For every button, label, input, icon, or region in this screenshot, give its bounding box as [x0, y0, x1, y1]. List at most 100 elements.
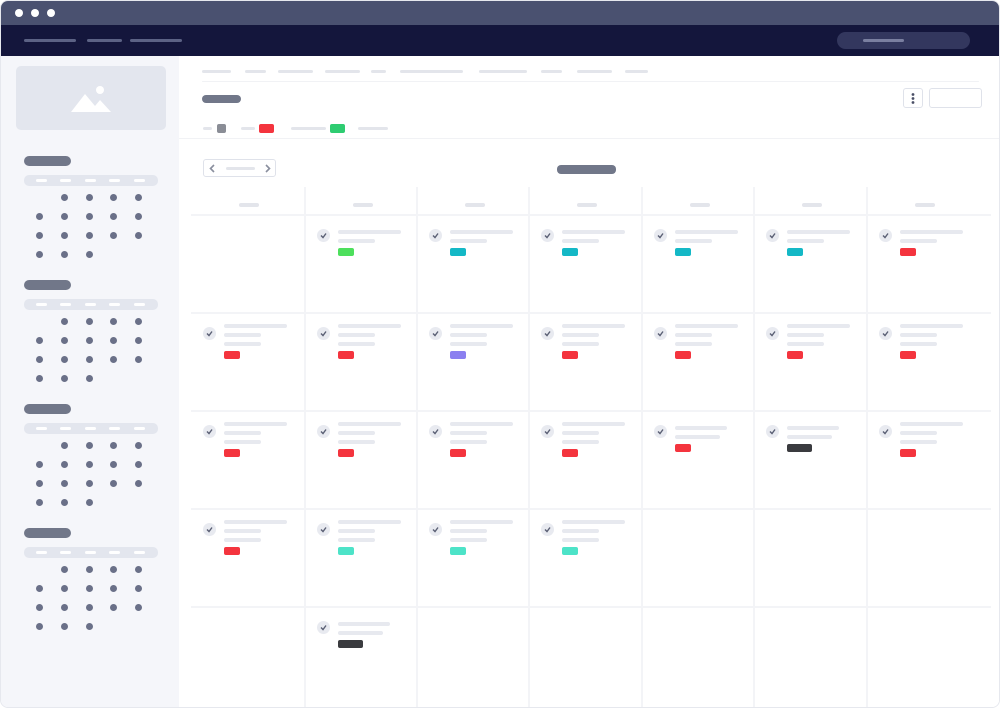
event-tag[interactable]	[562, 248, 578, 256]
mini-day[interactable]	[110, 461, 117, 468]
event-tag[interactable]	[338, 351, 354, 359]
check-icon[interactable]	[203, 425, 216, 438]
check-icon[interactable]	[766, 229, 779, 242]
breadcrumb-item[interactable]	[625, 70, 648, 73]
check-icon[interactable]	[317, 229, 330, 242]
mini-day[interactable]	[86, 213, 93, 220]
mini-day[interactable]	[135, 318, 142, 325]
check-icon[interactable]	[654, 327, 667, 340]
mini-day[interactable]	[86, 251, 93, 258]
check-icon[interactable]	[429, 327, 442, 340]
mini-day[interactable]	[36, 337, 43, 344]
event-tag[interactable]	[900, 351, 916, 359]
mini-day[interactable]	[86, 499, 93, 506]
check-icon[interactable]	[317, 621, 330, 634]
mini-day[interactable]	[61, 213, 68, 220]
check-icon[interactable]	[541, 229, 554, 242]
mini-day[interactable]	[110, 442, 117, 449]
event-tag[interactable]	[450, 449, 466, 457]
minimize-window-dot[interactable]	[31, 9, 39, 17]
mini-day[interactable]	[135, 461, 142, 468]
mini-day[interactable]	[110, 480, 117, 487]
nav-link-2[interactable]	[87, 39, 122, 42]
mini-day[interactable]	[135, 194, 142, 201]
event-tag[interactable]	[338, 248, 354, 256]
breadcrumb-item[interactable]	[202, 70, 231, 73]
event-tag[interactable]	[338, 640, 363, 648]
breadcrumb-item[interactable]	[541, 70, 562, 73]
mini-day[interactable]	[86, 337, 93, 344]
mini-day[interactable]	[135, 213, 142, 220]
event-tag[interactable]	[562, 351, 578, 359]
more-options-button[interactable]	[903, 88, 923, 108]
mini-day[interactable]	[36, 251, 43, 258]
event-tag[interactable]	[450, 547, 466, 555]
breadcrumb-item[interactable]	[278, 70, 313, 73]
check-icon[interactable]	[654, 425, 667, 438]
mini-day[interactable]	[61, 375, 68, 382]
breadcrumb-item[interactable]	[400, 70, 463, 73]
mini-day[interactable]	[61, 318, 68, 325]
mini-day[interactable]	[61, 480, 68, 487]
mini-day[interactable]	[110, 337, 117, 344]
check-icon[interactable]	[317, 523, 330, 536]
breadcrumb-item[interactable]	[577, 70, 612, 73]
mini-day[interactable]	[86, 194, 93, 201]
check-icon[interactable]	[541, 523, 554, 536]
event-tag[interactable]	[787, 351, 803, 359]
chevron-right-icon[interactable]	[265, 164, 271, 173]
nav-link-1[interactable]	[24, 39, 76, 42]
event-tag[interactable]	[900, 449, 916, 457]
event-tag[interactable]	[675, 444, 691, 452]
event-tag[interactable]	[224, 547, 240, 555]
mini-day[interactable]	[86, 375, 93, 382]
event-tag[interactable]	[787, 444, 812, 452]
mini-day[interactable]	[61, 337, 68, 344]
mini-day[interactable]	[36, 480, 43, 487]
mini-day[interactable]	[86, 356, 93, 363]
mini-day[interactable]	[36, 375, 43, 382]
mini-day[interactable]	[36, 356, 43, 363]
check-icon[interactable]	[203, 327, 216, 340]
mini-day[interactable]	[61, 585, 68, 592]
mini-day[interactable]	[36, 585, 43, 592]
search-input[interactable]	[837, 32, 970, 49]
mini-day[interactable]	[61, 604, 68, 611]
mini-day[interactable]	[61, 251, 68, 258]
mini-day[interactable]	[110, 585, 117, 592]
event-tag[interactable]	[450, 351, 466, 359]
check-icon[interactable]	[879, 425, 892, 438]
mini-day[interactable]	[61, 194, 68, 201]
breadcrumb-item[interactable]	[245, 70, 266, 73]
mini-day[interactable]	[61, 232, 68, 239]
check-icon[interactable]	[203, 523, 216, 536]
breadcrumb-item[interactable]	[479, 70, 527, 73]
mini-day[interactable]	[110, 318, 117, 325]
mini-day[interactable]	[61, 623, 68, 630]
mini-day[interactable]	[135, 232, 142, 239]
mini-day[interactable]	[36, 232, 43, 239]
mini-day[interactable]	[86, 480, 93, 487]
mini-day[interactable]	[86, 623, 93, 630]
mini-day[interactable]	[36, 623, 43, 630]
mini-day[interactable]	[36, 461, 43, 468]
mini-day[interactable]	[135, 356, 142, 363]
event-tag[interactable]	[224, 351, 240, 359]
date-navigator[interactable]	[203, 159, 276, 177]
event-tag[interactable]	[787, 248, 803, 256]
mini-day[interactable]	[86, 442, 93, 449]
event-tag[interactable]	[675, 248, 691, 256]
event-tag[interactable]	[224, 449, 240, 457]
check-icon[interactable]	[541, 425, 554, 438]
mini-day[interactable]	[135, 442, 142, 449]
mini-day[interactable]	[36, 499, 43, 506]
mini-day[interactable]	[110, 604, 117, 611]
check-icon[interactable]	[766, 327, 779, 340]
mini-day[interactable]	[110, 232, 117, 239]
mini-day[interactable]	[36, 604, 43, 611]
check-icon[interactable]	[429, 523, 442, 536]
mini-day[interactable]	[110, 356, 117, 363]
event-tag[interactable]	[338, 547, 354, 555]
check-icon[interactable]	[317, 327, 330, 340]
mini-day[interactable]	[61, 356, 68, 363]
